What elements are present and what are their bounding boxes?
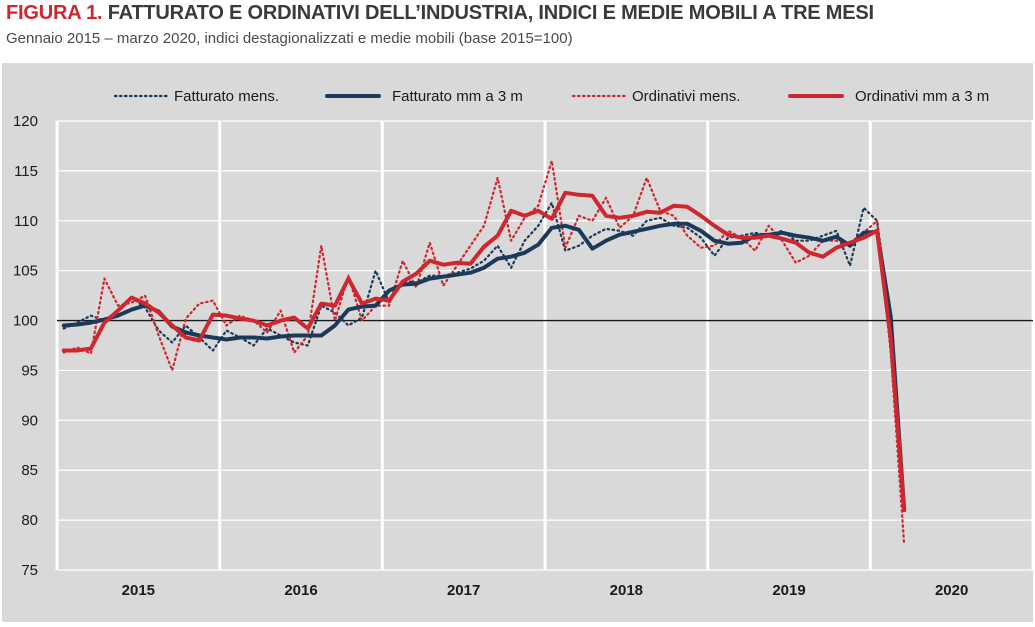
legend-item-fatturato-mens: Fatturato mens. xyxy=(113,88,279,105)
y-tick-label: 80 xyxy=(21,512,38,529)
y-tick-label: 90 xyxy=(21,412,38,429)
series-line-fatturato-mens xyxy=(62,201,906,512)
series-lines xyxy=(61,159,907,547)
x-tick-label: 2017 xyxy=(447,582,480,599)
figure-subtitle: Gennaio 2015 – marzo 2020, indici destag… xyxy=(6,30,573,47)
figure-main-title: FATTURATO E ORDINATIVI DELL’INDUSTRIA, I… xyxy=(107,2,874,24)
figure-label: FIGURA 1. xyxy=(6,2,103,24)
legend-label: Ordinativi mm a 3 m xyxy=(855,88,989,105)
y-tick-label: 105 xyxy=(13,263,38,280)
y-tick-label: 115 xyxy=(14,163,38,180)
x-tick-label: 2015 xyxy=(122,582,155,599)
x-tick-label: 2018 xyxy=(610,582,643,599)
legend-item-ordinativi-mens: Ordinativi mens. xyxy=(571,88,740,105)
y-tick-label: 95 xyxy=(21,362,38,379)
series-line-ordinativi-mens xyxy=(62,159,906,547)
y-tick-label: 110 xyxy=(14,213,38,230)
y-tick-label: 85 xyxy=(21,462,38,479)
x-tick-label: 2020 xyxy=(935,582,968,599)
legend-label: Fatturato mens. xyxy=(174,88,279,105)
legend-item-fatturato-mm-a-3-m: Fatturato mm a 3 m xyxy=(325,88,523,105)
legend-item-ordinativi-mm-a-3-m: Ordinativi mm a 3 m xyxy=(788,88,989,105)
chart-panel xyxy=(2,63,1033,622)
legend-label: Fatturato mm a 3 m xyxy=(392,88,523,105)
grid-lines xyxy=(55,120,1035,571)
legend-label: Ordinativi mens. xyxy=(632,88,740,105)
x-axis-ticks: 2015 2016 2017 2018 2019 2020 xyxy=(122,582,969,599)
figure-title: FIGURA 1. FATTURATO E ORDINATIVI DELL’IN… xyxy=(6,2,874,25)
y-tick-label: 120 xyxy=(13,113,38,130)
x-tick-label: 2019 xyxy=(772,582,805,599)
series-line-ordinativi-mm-a-3-m xyxy=(61,190,907,513)
y-tick-label: 75 xyxy=(21,562,38,579)
x-tick-label: 2016 xyxy=(284,582,317,599)
series-line-fatturato-mm-a-3-m xyxy=(61,221,907,513)
y-tick-label: 100 xyxy=(13,313,38,330)
y-axis-ticks: 75 80 85 90 95 100 105 110 115 120 xyxy=(13,113,38,579)
legend: Fatturato mens. Fatturato mm a 3 m Ordinat… xyxy=(113,88,989,105)
